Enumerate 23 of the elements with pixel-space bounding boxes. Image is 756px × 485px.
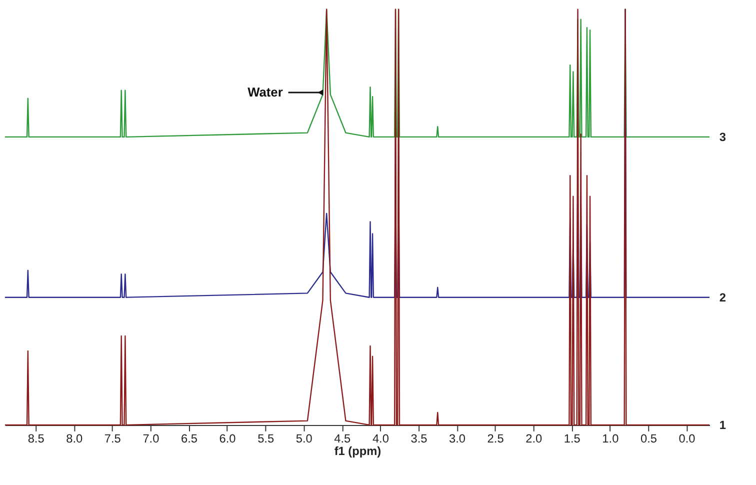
x-tick-label: 1.5	[564, 431, 581, 446]
x-tick-label: 2.5	[487, 431, 504, 446]
x-tick-label: 7.0	[142, 431, 160, 446]
x-tick-label: 5.5	[258, 431, 274, 446]
x-tick-label: 5.0	[296, 431, 313, 446]
x-tick-label: 4.5	[334, 431, 352, 446]
x-tick-label: 0.5	[640, 431, 658, 446]
annotation: Water	[248, 84, 283, 100]
series-label: 2	[719, 290, 726, 304]
x-axis-title: f1 (ppm)	[334, 444, 382, 458]
x-tick-label: 0.0	[678, 431, 696, 446]
x-tick-label: 6.0	[219, 431, 236, 446]
x-tick-label: 2.0	[526, 431, 542, 446]
series-label: 3	[719, 130, 726, 144]
x-tick-label: 8.5	[28, 431, 45, 446]
x-tick-label: 4.0	[372, 431, 390, 446]
x-tick-label: 8.0	[66, 431, 84, 446]
x-tick-label: 1.0	[602, 431, 620, 446]
x-tick-label: 3.5	[410, 431, 428, 446]
x-tick-label: 3.0	[449, 431, 466, 446]
series-label: 1	[719, 418, 726, 432]
x-tick-label: 6.5	[180, 431, 198, 446]
x-tick-label: 7.5	[104, 431, 122, 446]
